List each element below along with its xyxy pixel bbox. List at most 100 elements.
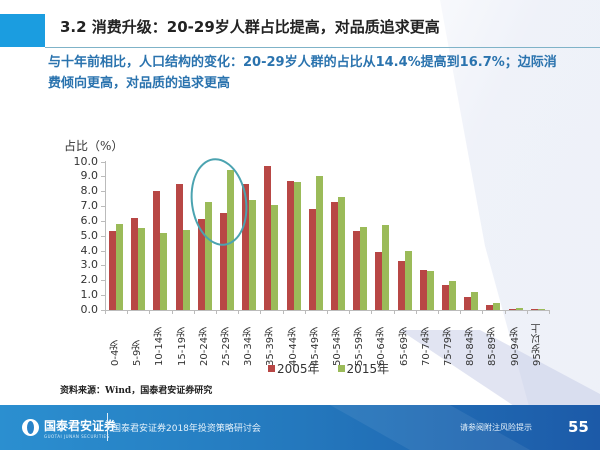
bar-2005年	[442, 284, 449, 310]
x-tick-label: 95岁以上	[531, 323, 543, 366]
bar-2015年	[315, 176, 323, 310]
chart-legend: 2005年 2015年	[268, 360, 389, 377]
y-tick-mark	[101, 191, 105, 193]
bar-2005年	[197, 219, 205, 310]
page-number: 55	[568, 418, 589, 436]
y-tick-label: 4.0	[80, 243, 99, 257]
y-tick-label: 8.0	[80, 184, 99, 198]
x-tick-mark	[327, 310, 328, 314]
bar-2015年	[404, 250, 412, 310]
x-tick-mark	[260, 310, 262, 314]
x-tick-mark	[171, 310, 173, 314]
x-tick-label: 25-29岁	[221, 326, 232, 366]
x-tick-mark	[193, 310, 195, 314]
x-tick-label: 70-74岁	[420, 326, 432, 366]
x-tick-label: 65-69岁	[398, 326, 410, 366]
y-tick-mark	[101, 220, 105, 222]
bar-2015年	[449, 281, 456, 310]
footer-divider	[107, 413, 108, 441]
x-tick-mark	[460, 310, 462, 314]
logo-inner-shape	[27, 421, 34, 434]
data-source-note: 资料来源：Wind，国泰君安证券研究	[60, 386, 213, 396]
x-tick-mark	[415, 310, 417, 314]
y-tick-mark	[101, 206, 105, 208]
bar-2005年	[175, 183, 183, 310]
bar-2005年	[308, 209, 316, 310]
y-tick-label: 6.0	[80, 213, 99, 227]
x-tick-label: 30-34岁	[243, 326, 255, 366]
slide-title: 3.2 消费升级：20-29岁人群占比提高，对品质追求更高	[60, 18, 440, 36]
slide-subtitle: 与十年前相比，人口结构的变化：20-29岁人群的占比从14.4%提高到16.7%…	[48, 55, 557, 91]
y-tick-mark	[101, 295, 105, 297]
brand-name: 国泰君安证券	[44, 419, 117, 433]
event-name: 国泰君安证券2018年投资策略研讨会	[112, 424, 261, 434]
x-tick-label: 80-84岁	[465, 326, 477, 366]
y-tick-mark	[101, 250, 105, 252]
y-tick-label: 7.0	[80, 199, 99, 213]
y-tick-label: 3.0	[80, 258, 99, 272]
bar-2005年	[397, 260, 405, 310]
bar-2015年	[138, 228, 146, 310]
risk-notice: 请参阅附注风险提示	[460, 423, 532, 432]
x-tick-label: 75-79岁	[443, 326, 454, 366]
bar-2005年	[131, 217, 139, 310]
x-tick-mark	[482, 310, 484, 314]
bar-2005年	[109, 231, 116, 310]
x-tick-mark	[349, 310, 351, 314]
x-tick-label: 10-14岁	[154, 326, 166, 366]
legend-label-2005: 2005年	[277, 362, 320, 376]
x-tick-mark	[504, 310, 506, 314]
y-tick-label: 5.0	[80, 228, 99, 242]
legend-item-2015: 2015年	[337, 360, 390, 377]
x-tick-mark	[393, 310, 395, 314]
legend-swatch-2015	[337, 365, 345, 372]
x-tick-label: 15-19岁	[176, 326, 188, 366]
x-tick-label: 5-9岁	[132, 339, 144, 366]
bar-2005年	[353, 231, 361, 310]
y-tick-mark	[101, 161, 105, 163]
y-axis	[105, 161, 106, 310]
bar-2015年	[227, 170, 234, 310]
bar-2005年	[486, 304, 494, 310]
x-tick-label: 40-44岁	[287, 326, 299, 366]
bar-2005年	[242, 183, 250, 310]
x-tick-label: 90-94岁	[509, 326, 521, 366]
x-tick-label: 50-54岁	[332, 326, 343, 366]
x-tick-mark	[438, 310, 439, 314]
x-tick-mark	[282, 310, 284, 314]
x-tick-mark	[105, 310, 106, 314]
y-tick-label: 2.0	[80, 273, 99, 287]
y-tick-label: 0.0	[80, 303, 99, 316]
y-axis-label: 占比（%）	[64, 139, 124, 153]
y-tick-label: 9.0	[80, 169, 99, 183]
y-tick-label: 10.0	[73, 154, 99, 168]
x-tick-mark	[304, 310, 306, 314]
company-logo-icon	[22, 419, 39, 436]
x-tick-label: 35-39岁	[265, 326, 277, 366]
bar-2005年	[331, 201, 338, 310]
bar-2015年	[271, 204, 279, 310]
y-tick-mark	[101, 310, 105, 311]
y-tick-label: 1.0	[80, 288, 99, 302]
x-tick-label: 45-49岁	[309, 326, 321, 366]
legend-item-2005: 2005年	[268, 360, 320, 377]
x-tick-label: 55-59岁	[354, 326, 366, 366]
x-tick-label: 60-64岁	[376, 326, 388, 366]
bar-2015年	[493, 302, 501, 310]
legend-label-2015: 2015年	[346, 362, 390, 376]
x-tick-mark	[526, 310, 528, 314]
x-tick-mark	[238, 310, 240, 314]
x-tick-mark	[127, 310, 129, 314]
bar-2015年	[515, 307, 523, 310]
title-divider	[45, 47, 600, 48]
bar-2005年	[508, 308, 516, 310]
bar-2015年	[537, 309, 545, 310]
bar-2015年	[249, 200, 257, 310]
bar-2005年	[220, 213, 227, 310]
bar-2005年	[286, 180, 294, 310]
bar-2015年	[293, 182, 301, 310]
bar-2015年	[160, 232, 168, 310]
y-tick-mark	[101, 235, 105, 237]
brand-name-english: GUOTAI JUNAN SECURITIES	[44, 434, 110, 439]
y-tick-mark	[101, 265, 105, 267]
